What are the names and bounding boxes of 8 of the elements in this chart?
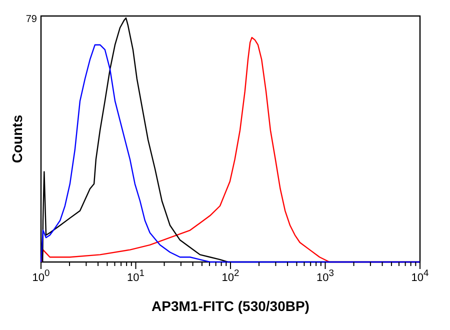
x-tick-label: 10$^{4}$ xyxy=(411,268,429,284)
x-tick-label: 10$^{0}$ xyxy=(32,268,50,284)
y-axis-title: Counts xyxy=(9,114,25,164)
x-tick-label: 10$^{1}$ xyxy=(127,268,144,284)
text: 79 xyxy=(26,14,38,25)
x-tick-label: 10$^{2}$ xyxy=(222,268,240,284)
x-axis-title: AP3M1-FITC (530/30BP) xyxy=(152,298,310,314)
x-tick-label: 10$^{3}$ xyxy=(316,268,334,284)
